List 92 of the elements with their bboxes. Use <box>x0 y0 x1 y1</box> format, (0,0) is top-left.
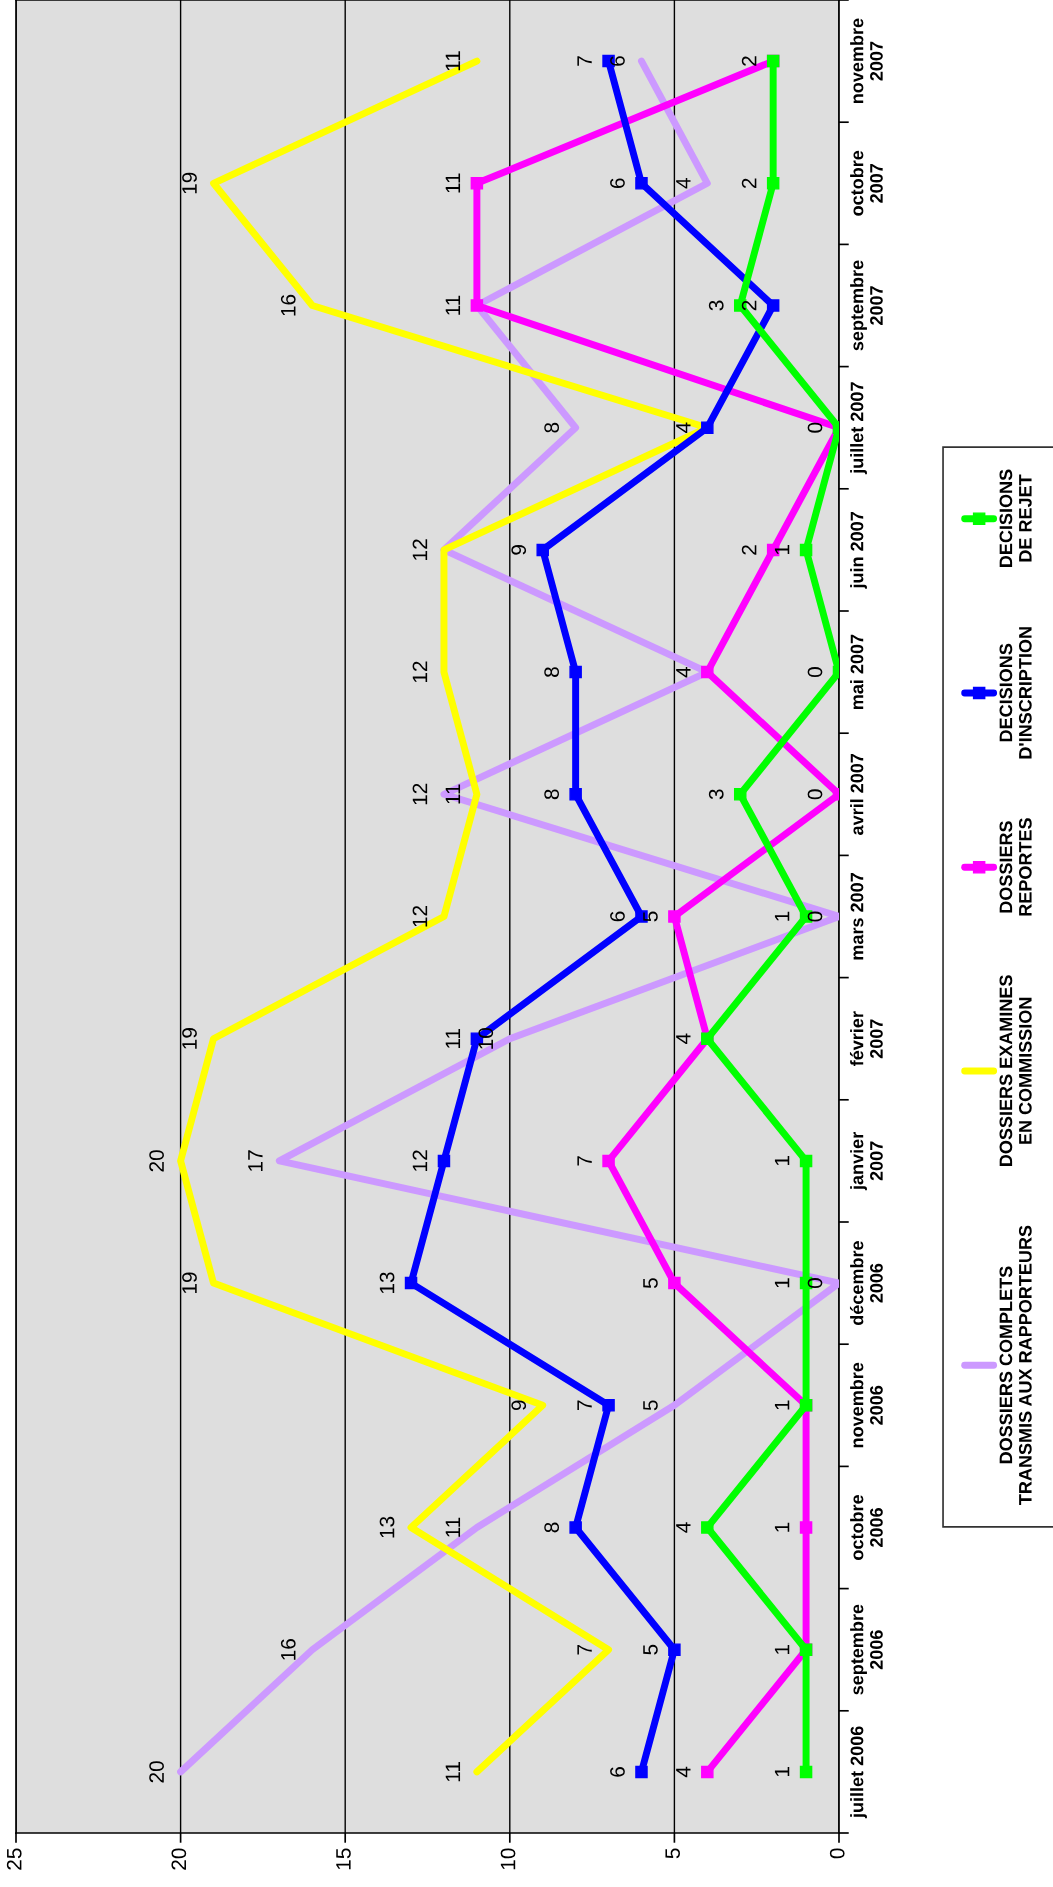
x-tick-label: 5 <box>665 1848 680 1859</box>
x-tick-label: 10 <box>500 1848 516 1870</box>
data-label: 16 <box>280 294 296 316</box>
y-tick-label: juillet 2006 <box>850 1726 867 1819</box>
data-label: 11 <box>445 51 461 71</box>
data-label: 4 <box>676 666 691 678</box>
data-label: 1 <box>774 1278 790 1288</box>
data-label: 0 <box>807 911 823 922</box>
data-label: 8 <box>544 789 560 800</box>
data-label: 7 <box>577 1156 592 1166</box>
data-label: 16 <box>280 1639 296 1660</box>
data-label: 11 <box>445 1517 461 1537</box>
data-label: 6 <box>610 1767 625 1777</box>
data-label: 1 <box>774 545 790 555</box>
data-label: 2 <box>741 178 757 189</box>
data-label: 0 <box>807 1278 823 1289</box>
data-label: 12 <box>412 783 428 805</box>
data-label: 12 <box>412 539 428 560</box>
legend-label: DOSSIERS COMPLETS TRANSMIS AUX RAPPORTEURS <box>999 1225 1032 1505</box>
y-tick-label: mai 2007 <box>850 634 864 710</box>
y-tick-label: novembre 2007 <box>850 18 883 104</box>
data-label: 1 <box>774 911 790 921</box>
data-label: 19 <box>182 1272 197 1294</box>
x-tick-label: 0 <box>829 1848 845 1859</box>
y-tick-label: mars 2007 <box>850 873 864 960</box>
data-label: 3 <box>708 789 724 800</box>
data-label: 11 <box>445 1762 461 1782</box>
data-label: 19 <box>182 172 197 194</box>
legend-label: DECISIONS D'INSCRIPTION <box>999 627 1032 759</box>
data-label: 4 <box>676 422 691 434</box>
data-label: 5 <box>643 1278 658 1289</box>
data-label: 2 <box>741 56 757 66</box>
y-tick-label: janvier 2007 <box>850 1132 883 1191</box>
data-label: 9 <box>511 545 527 555</box>
data-label: 12 <box>412 905 428 927</box>
data-label: 6 <box>610 911 625 922</box>
data-label: 0 <box>807 422 823 433</box>
data-label: 10 <box>478 1027 494 1049</box>
x-tick-label: 20 <box>171 1848 187 1870</box>
data-label: 0 <box>807 789 823 800</box>
data-label: 1 <box>774 1156 790 1166</box>
y-tick-label: février 2007 <box>849 1011 883 1066</box>
y-tick-label: décembre 2006 <box>849 1241 883 1326</box>
y-tick-label: octobre 2006 <box>850 1495 883 1560</box>
data-label: 7 <box>577 1400 592 1411</box>
x-tick-label: 25 <box>6 1848 22 1870</box>
data-label: 8 <box>544 667 560 677</box>
data-label: 11 <box>445 1028 461 1048</box>
data-label: 6 <box>610 178 625 189</box>
data-label: 9 <box>511 1400 527 1411</box>
data-label: 12 <box>412 661 428 683</box>
y-tick-label: septembre 2007 <box>850 260 883 351</box>
x-tick-label: 15 <box>336 1848 351 1870</box>
data-label: 11 <box>445 295 461 315</box>
legend-label: DOSSIERS EXAMINES EN COMMISSION <box>999 975 1032 1166</box>
data-label: 5 <box>643 1400 658 1411</box>
data-label: 2 <box>741 300 757 311</box>
data-label: 4 <box>676 178 691 189</box>
data-label: 13 <box>379 1516 395 1538</box>
data-label: 1 <box>774 1644 790 1654</box>
data-label: 11 <box>445 784 461 804</box>
data-label: 1 <box>774 1400 790 1410</box>
data-label: 1 <box>774 1522 790 1532</box>
data-label: 20 <box>149 1150 164 1172</box>
data-label: 8 <box>544 1522 560 1533</box>
data-label: 3 <box>708 300 724 311</box>
data-label: 5 <box>643 1644 658 1655</box>
y-tick-label: octobre 2007 <box>850 150 883 216</box>
data-label: 6 <box>610 56 625 66</box>
data-label: 20 <box>149 1761 164 1783</box>
y-tick-label: juin 2007 <box>850 512 867 589</box>
data-label: 11 <box>445 173 461 193</box>
data-label: 19 <box>182 1028 197 1049</box>
y-tick-label: avril 2007 <box>850 753 864 835</box>
data-label: 4 <box>676 1766 691 1778</box>
data-label: 8 <box>544 422 560 433</box>
legend-label: DECISIONS DE REJET <box>999 469 1032 567</box>
data-label: 1 <box>774 1767 790 1777</box>
data-label: 4 <box>676 1033 691 1045</box>
data-label: 7 <box>577 1644 592 1655</box>
y-tick-label: juillet 2007 <box>850 382 867 475</box>
data-label: 7 <box>577 56 592 66</box>
data-label: 12 <box>412 1150 428 1171</box>
data-label: 5 <box>643 911 658 922</box>
y-tick-label: novembre 2006 <box>850 1362 883 1448</box>
y-tick-label: septembre 2006 <box>850 1604 883 1695</box>
data-label: 17 <box>248 1150 263 1171</box>
legend-label: DOSSIERS REPORTES <box>999 818 1032 916</box>
data-label: 4 <box>676 1522 691 1533</box>
data-label: 0 <box>807 667 823 678</box>
data-label: 2 <box>741 545 757 555</box>
data-label: 13 <box>379 1272 395 1294</box>
